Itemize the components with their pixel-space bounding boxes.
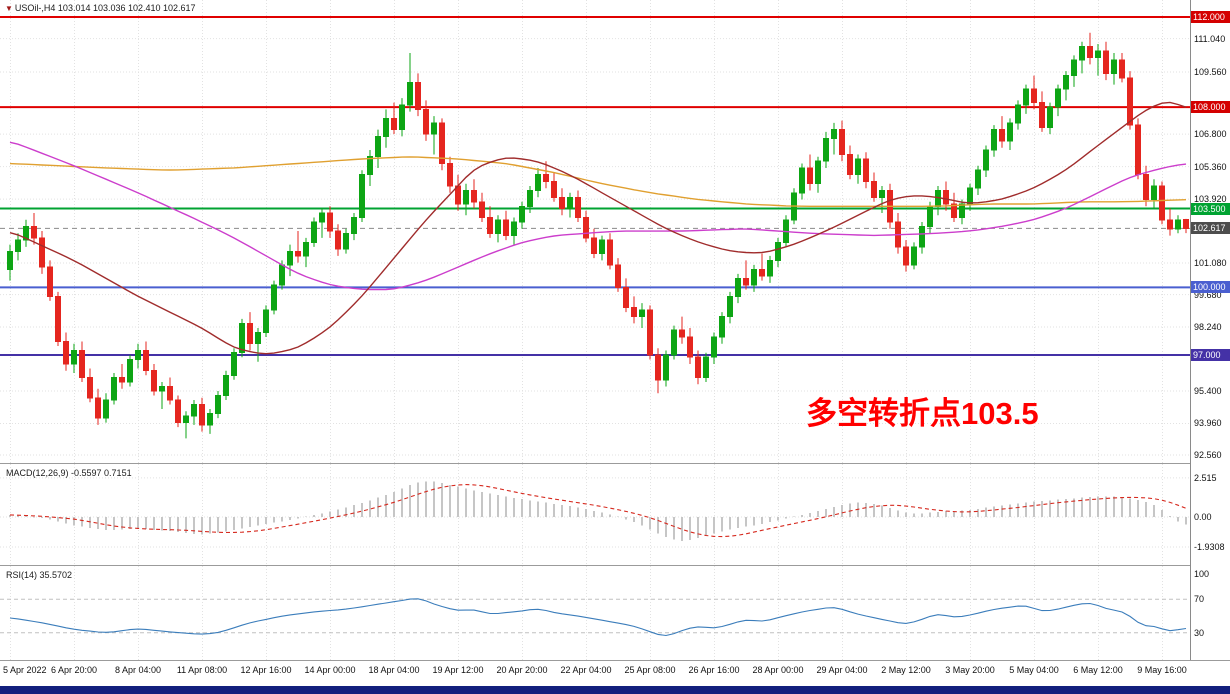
ma-darkred (9, 101, 1187, 355)
price-scale[interactable]: 111.040 109.560 106.800 105.360 103.920 101.0… (1190, 0, 1230, 660)
candles (7, 32, 1189, 439)
ma-orange (9, 156, 1187, 207)
time-tick-label: 14 Apr 00:00 (304, 665, 356, 675)
macd-signal-line (9, 484, 1187, 538)
time-tick-label: 22 Apr 04:00 (560, 665, 612, 675)
taskbar-strip (0, 686, 1230, 694)
macd-tick-label: -1.9308 (1194, 542, 1225, 552)
time-tick-label: 8 Apr 04:00 (114, 665, 162, 675)
time-scale[interactable]: 5 Apr 2022 6 Apr 20:00 8 Apr 04:00 11 Apr 0… (0, 662, 1190, 684)
time-tick-label: 28 Apr 00:00 (752, 665, 804, 675)
macd-indicator-label: MACD(12,26,9) -0.5597 0.7151 (6, 468, 132, 478)
rsi-tick-label: 70 (1194, 594, 1205, 605)
price-level-badge: 108.000 (1191, 101, 1230, 114)
price-tick-label: 99.680 (1194, 289, 1222, 300)
price-level-badge: 100.000 (1191, 281, 1230, 294)
rsi-panel[interactable] (0, 566, 1190, 660)
time-tick-label: 9 May 16:00 (1137, 665, 1187, 675)
price-tick-label: 98.240 (1194, 322, 1222, 333)
price-tick-label: 106.800 (1194, 129, 1227, 140)
price-level-badge: 97.000 (1191, 348, 1230, 361)
time-tick-label: 6 May 12:00 (1073, 665, 1123, 675)
price-tick-label: 103.920 (1194, 194, 1227, 205)
time-tick-label: 18 Apr 04:00 (368, 665, 420, 675)
time-tick-label: 5 Apr 2022 (3, 665, 47, 675)
time-axis-separator (0, 660, 1230, 661)
price-tick-label: 95.400 (1194, 386, 1222, 397)
time-tick-label: 25 Apr 08:00 (624, 665, 676, 675)
ma-magenta (9, 141, 1187, 291)
rsi-tick-label: 30 (1194, 627, 1205, 638)
time-tick-label: 3 May 20:00 (945, 665, 995, 675)
price-level-badge: 112.000 (1191, 11, 1230, 23)
price-level-badge: 102.617 (1191, 222, 1230, 235)
time-tick-label: 29 Apr 04:00 (816, 665, 868, 675)
chart-title: ▼ USOil-,H4 103.014 103.036 102.410 102.6… (5, 3, 196, 13)
time-tick-label: 12 Apr 16:00 (240, 665, 292, 675)
macd-panel[interactable] (0, 464, 1190, 565)
panel-separator-rsi[interactable] (0, 565, 1230, 566)
time-tick-label: 11 Apr 08:00 (176, 665, 228, 675)
main-price-chart[interactable]: 多空转折点103.5 (0, 0, 1190, 463)
price-level-badge: 103.500 (1191, 202, 1230, 215)
horizontal-price-lines (0, 16, 1190, 356)
rsi-grid (0, 566, 1190, 660)
macd-histogram (9, 481, 1187, 541)
time-tick-label: 26 Apr 16:00 (688, 665, 740, 675)
time-tick-label: 19 Apr 12:00 (432, 665, 484, 675)
time-tick-label: 20 Apr 20:00 (496, 665, 548, 675)
price-tick-label: 92.560 (1194, 450, 1222, 460)
rsi-tick-label: 100 (1194, 569, 1210, 579)
annotation-text: 多空转折点103.5 (806, 396, 1039, 431)
chart-title-text: USOil-,H4 103.014 103.036 102.410 102.61… (14, 3, 196, 13)
main-grid (0, 0, 1190, 463)
price-tick-label: 93.960 (1194, 418, 1222, 429)
price-tick-label: 101.080 (1194, 258, 1227, 269)
time-tick-label: 6 Apr 20:00 (50, 665, 98, 675)
rsi-indicator-label: RSI(14) 35.5702 (6, 570, 73, 580)
price-tick-label: 105.360 (1194, 161, 1227, 172)
price-tick-label: 109.560 (1194, 66, 1227, 77)
macd-tick-label: 2.515 (1194, 472, 1217, 483)
symbol-marker-icon: ▼ (5, 4, 13, 13)
price-tick-label: 111.040 (1194, 33, 1226, 44)
rsi-line (9, 598, 1187, 637)
time-tick-label: 5 May 04:00 (1009, 665, 1059, 675)
panel-separator-macd[interactable] (0, 463, 1230, 464)
macd-tick-label: 0.00 (1194, 512, 1212, 522)
time-tick-label: 2 May 12:00 (881, 665, 931, 675)
